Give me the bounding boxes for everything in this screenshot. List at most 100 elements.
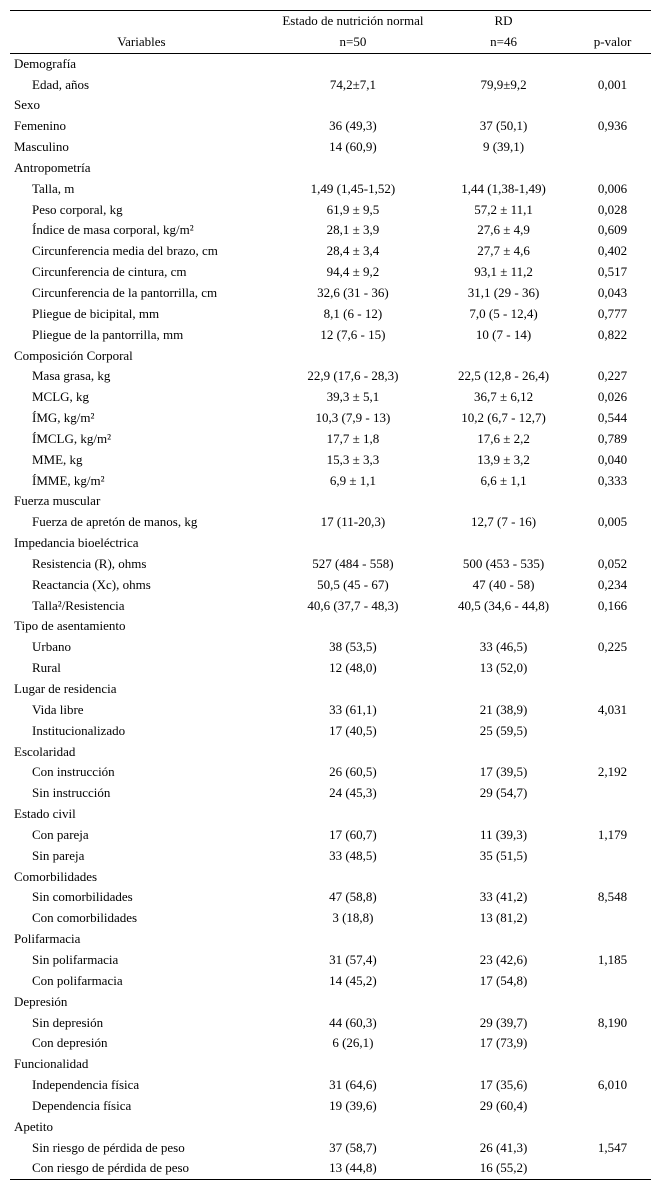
row-label: MME, kg (10, 450, 273, 471)
row-value-a: 15,3 ± 3,3 (273, 450, 433, 471)
row-value-a: 37 (58,7) (273, 1138, 433, 1159)
row-pvalue: 4,031 (574, 700, 651, 721)
row-pvalue: 0,609 (574, 220, 651, 241)
row-value-a: 28,4 ± 3,4 (273, 241, 433, 262)
row-value-a (273, 1117, 433, 1138)
row-value-a: 28,1 ± 3,9 (273, 220, 433, 241)
row-value-a (273, 158, 433, 179)
row-label: Edad, años (10, 75, 273, 96)
row-pvalue (574, 53, 651, 74)
row-value-a: 14 (60,9) (273, 137, 433, 158)
table-row: Rural12 (48,0)13 (52,0) (10, 658, 651, 679)
row-value-b: 1,44 (1,38-1,49) (433, 179, 574, 200)
row-value-a: 19 (39,6) (273, 1096, 433, 1117)
table-row: Femenino36 (49,3)37 (50,1)0,936 (10, 116, 651, 137)
row-value-a (273, 346, 433, 367)
row-value-a: 6,9 ± 1,1 (273, 471, 433, 492)
row-pvalue (574, 721, 651, 742)
table-row: Antropometría (10, 158, 651, 179)
row-value-b (433, 867, 574, 888)
row-value-b: 22,5 (12,8 - 26,4) (433, 366, 574, 387)
row-pvalue (574, 679, 651, 700)
table-row: Índice de masa corporal, kg/m²28,1 ± 3,9… (10, 220, 651, 241)
row-pvalue (574, 908, 651, 929)
row-label: ÍMG, kg/m² (10, 408, 273, 429)
row-value-b: 500 (453 - 535) (433, 554, 574, 575)
row-label: Sin comorbilidades (10, 887, 273, 908)
table-row: Edad, años74,2±7,179,9±9,20,001 (10, 75, 651, 96)
row-pvalue: 0,026 (574, 387, 651, 408)
row-value-a: 74,2±7,1 (273, 75, 433, 96)
row-label: Reactancia (Xc), ohms (10, 575, 273, 596)
header-blank (10, 11, 273, 32)
row-pvalue: 0,028 (574, 200, 651, 221)
row-value-b (433, 1054, 574, 1075)
row-value-a: 36 (49,3) (273, 116, 433, 137)
row-pvalue: 1,179 (574, 825, 651, 846)
table-row: Pliegue de bicipital, mm8,1 (6 - 12)7,0 … (10, 304, 651, 325)
row-value-b: 33 (41,2) (433, 887, 574, 908)
row-label: MCLG, kg (10, 387, 273, 408)
row-label: Sexo (10, 95, 273, 116)
table-row: Talla, m1,49 (1,45-1,52)1,44 (1,38-1,49)… (10, 179, 651, 200)
header-group-a-top: Estado de nutrición normal (273, 11, 433, 32)
row-label: Impedancia bioeléctrica (10, 533, 273, 554)
row-pvalue: 0,040 (574, 450, 651, 471)
table-row: Depresión (10, 992, 651, 1013)
row-value-b: 16 (55,2) (433, 1158, 574, 1179)
row-value-a (273, 679, 433, 700)
row-pvalue: 0,402 (574, 241, 651, 262)
row-value-b: 23 (42,6) (433, 950, 574, 971)
row-label: Resistencia (R), ohms (10, 554, 273, 575)
row-value-a (273, 992, 433, 1013)
row-pvalue (574, 783, 651, 804)
row-pvalue (574, 971, 651, 992)
table-row: Sin riesgo de pérdida de peso37 (58,7)26… (10, 1138, 651, 1159)
table-row: Sexo (10, 95, 651, 116)
table-row: Sin pareja33 (48,5)35 (51,5) (10, 846, 651, 867)
row-label: Pliegue de la pantorrilla, mm (10, 325, 273, 346)
row-value-a: 26 (60,5) (273, 762, 433, 783)
row-value-b (433, 95, 574, 116)
row-value-b (433, 346, 574, 367)
row-value-b: 37 (50,1) (433, 116, 574, 137)
row-pvalue (574, 992, 651, 1013)
table-body: DemografíaEdad, años74,2±7,179,9±9,20,00… (10, 53, 651, 1180)
row-value-b: 7,0 (5 - 12,4) (433, 304, 574, 325)
row-pvalue (574, 491, 651, 512)
row-label: Rural (10, 658, 273, 679)
row-label: Talla, m (10, 179, 273, 200)
table-row: Apetito (10, 1117, 651, 1138)
table-row: Comorbilidades (10, 867, 651, 888)
row-value-b: 40,5 (34,6 - 44,8) (433, 596, 574, 617)
row-value-b: 10,2 (6,7 - 12,7) (433, 408, 574, 429)
row-value-a: 6 (26,1) (273, 1033, 433, 1054)
row-value-a (273, 533, 433, 554)
row-value-b: 17,6 ± 2,2 (433, 429, 574, 450)
row-pvalue: 0,043 (574, 283, 651, 304)
header-group-a-sub: n=50 (273, 32, 433, 53)
row-value-a: 94,4 ± 9,2 (273, 262, 433, 283)
row-pvalue (574, 158, 651, 179)
row-pvalue: 0,936 (574, 116, 651, 137)
row-label: Dependencia física (10, 1096, 273, 1117)
table-row: Masa grasa, kg22,9 (17,6 - 28,3)22,5 (12… (10, 366, 651, 387)
row-value-b (433, 158, 574, 179)
table-row: Masculino14 (60,9)9 (39,1) (10, 137, 651, 158)
row-pvalue: 6,010 (574, 1075, 651, 1096)
row-value-a: 44 (60,3) (273, 1013, 433, 1034)
row-pvalue: 0,517 (574, 262, 651, 283)
table-row: Funcionalidad (10, 1054, 651, 1075)
row-label: Con riesgo de pérdida de peso (10, 1158, 273, 1179)
header-p-blank (574, 11, 651, 32)
header-group-b-top: RD (433, 11, 574, 32)
row-value-b: 33 (46,5) (433, 637, 574, 658)
row-value-b: 29 (39,7) (433, 1013, 574, 1034)
table-row: Polifarmacia (10, 929, 651, 950)
row-value-a (273, 491, 433, 512)
row-value-b (433, 992, 574, 1013)
row-label: Depresión (10, 992, 273, 1013)
row-value-b: 29 (54,7) (433, 783, 574, 804)
row-value-b: 13,9 ± 3,2 (433, 450, 574, 471)
row-value-b (433, 616, 574, 637)
